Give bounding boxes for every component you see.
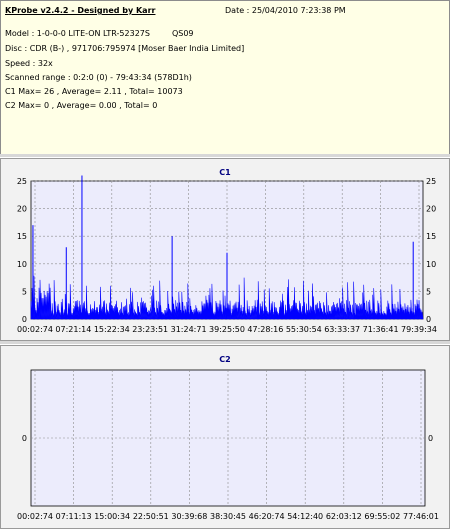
c2-x-tick-labels: 00:02:74 07:11:13 15:00:34 22:50:51 30:39:68… [17, 512, 439, 521]
c1-x-tick-label: 55:30:54 [286, 325, 322, 334]
c2-x-tick-label: 62:03:12 [326, 512, 362, 521]
drive-model: Model : 1-0-0-0 LITE-ON LTR-52327S [5, 29, 150, 38]
c1-y-tick-right: 15 [426, 232, 436, 241]
c2-x-tick-label: 77:46:01 [403, 512, 439, 521]
c1-y-tick-right: 5 [426, 287, 431, 296]
c2-x-tick-label: 38:30:45 [210, 512, 246, 521]
c1-chart-panel: C1 0 0 5 5 10 10 15 15 20 20 25 25 00:02:74 07:21:14… [0, 158, 450, 341]
c1-y-tick-right: 25 [426, 177, 436, 186]
c1-x-tick-label: 00:02:74 [17, 325, 53, 334]
c1-y-tick-left: 15 [17, 232, 27, 241]
firmware-code: QS09 [171, 29, 194, 38]
c2-x-tick-label: 30:39:68 [171, 512, 207, 521]
c2-x-tick-label: 15:00:34 [94, 512, 130, 521]
scan-speed: Speed : 32x [5, 59, 53, 68]
c1-x-tick-labels: 00:02:74 07:21:14 15:22:34 23:23:51 31:24:71… [17, 325, 437, 334]
scan-info-panel: KProbe v2.4.2 - Designed by Karr Date : … [0, 0, 450, 155]
c1-y-tick-right: 0 [426, 315, 431, 324]
c2-x-tick-label: 07:11:13 [56, 512, 92, 521]
c1-bars [30, 175, 424, 320]
c1-x-tick-label: 31:24:71 [171, 325, 207, 334]
c2-gridlines [31, 370, 425, 506]
c1-y-tick-left: 20 [17, 205, 27, 214]
c1-y-tick-left: 5 [22, 287, 27, 296]
c2-x-tick-label: 69:55:02 [364, 512, 400, 521]
scanned-range: Scanned range : 0:2:0 (0) - 79:43:34 (57… [5, 73, 192, 82]
c1-x-tick-label: 23:23:51 [132, 325, 168, 334]
divider[interactable] [0, 154, 450, 157]
disc-info: Disc : CDR (B-) , 971706:795974 [Moser B… [5, 44, 245, 53]
c2-y-tick-right: 0 [428, 434, 433, 443]
app-title: KProbe v2.4.2 - Designed by Karr [5, 6, 156, 15]
c1-x-tick-label: 63:33:37 [324, 325, 360, 334]
scan-date: Date : 25/04/2010 7:23:38 PM [225, 6, 346, 15]
c1-x-tick-label: 07:21:14 [55, 325, 91, 334]
c2-x-tick-label: 54:12:40 [287, 512, 323, 521]
c1-y-tick-left: 0 [22, 315, 27, 324]
divider[interactable] [0, 341, 450, 344]
c1-x-tick-label: 39:25:50 [209, 325, 245, 334]
c1-x-tick-label: 71:36:41 [363, 325, 399, 334]
c2-x-tick-label: 22:50:51 [133, 512, 169, 521]
c1-y-tick-left: 25 [17, 177, 27, 186]
c2-chart-title: C2 [219, 355, 230, 364]
c1-x-tick-label: 15:22:34 [94, 325, 130, 334]
c1-y-tick-right: 20 [426, 205, 436, 214]
c2-x-tick-label: 46:20:74 [249, 512, 285, 521]
c1-y-tick-right: 10 [426, 260, 436, 269]
c1-chart: C1 0 0 5 5 10 10 15 15 20 20 25 25 00:02:74 07:21:14… [17, 168, 437, 334]
c1-chart-title: C1 [219, 168, 231, 177]
c1-x-tick-label: 47:28:16 [247, 325, 283, 334]
c2-y-tick-left: 0 [22, 434, 27, 443]
c1-y-tick-labels: 0 0 5 5 10 10 15 15 20 20 25 25 [17, 177, 436, 324]
drive-model-line: Model : 1-0-0-0 LITE-ON LTR-52327S QS09 [5, 29, 194, 38]
c2-x-tick-label: 00:02:74 [17, 512, 53, 521]
c1-statistics: C1 Max= 26 , Average= 2.11 , Total= 1007… [5, 87, 183, 96]
c1-x-tick-label: 79:39:34 [401, 325, 437, 334]
c1-y-tick-left: 10 [17, 260, 27, 269]
c2-statistics: C2 Max= 0 , Average= 0.00 , Total= 0 [5, 101, 158, 110]
